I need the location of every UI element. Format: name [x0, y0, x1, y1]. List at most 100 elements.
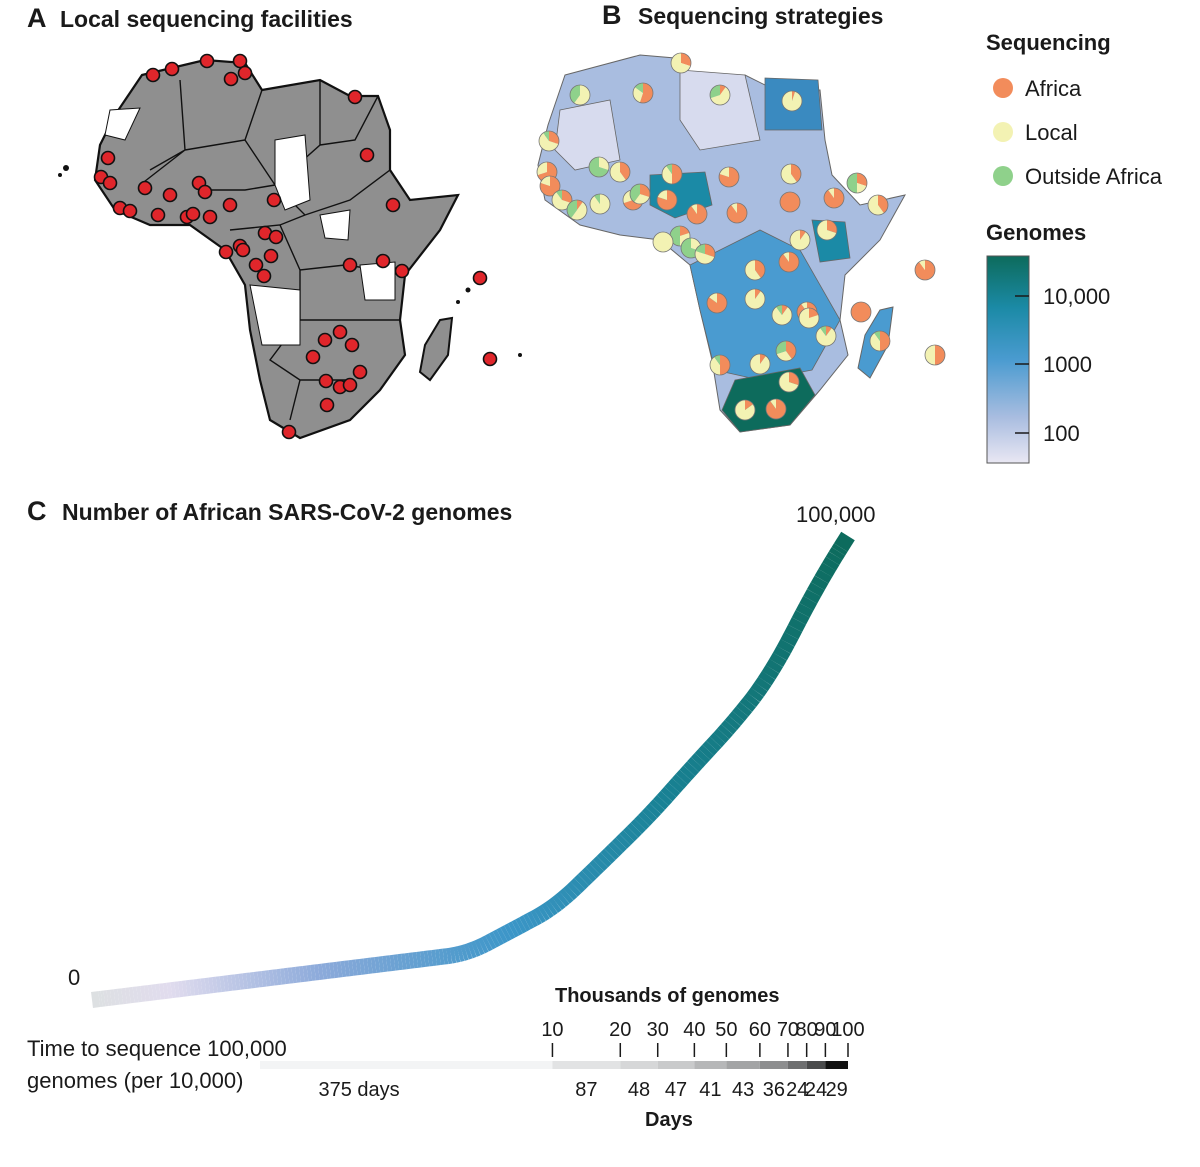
days-title: Days: [645, 1109, 693, 1131]
pie-slice: [639, 83, 653, 104]
curve-segment: [626, 822, 642, 838]
curve-segment: [776, 638, 795, 654]
madagascar: [418, 316, 454, 382]
panel-a-title: Local sequencing facilities: [60, 6, 353, 32]
curve-segment: [664, 782, 681, 798]
curve-segment: [467, 941, 477, 959]
pie-slice: [691, 204, 697, 214]
facility-dot: [472, 270, 488, 286]
pie-slice: [609, 162, 626, 182]
thousands-tick-label: 100: [831, 1019, 864, 1041]
pie-slice: [662, 165, 672, 184]
pie-outline: [632, 82, 654, 104]
pie-slice: [828, 188, 834, 198]
curve-segment: [577, 870, 593, 886]
facility-dot: [102, 175, 118, 191]
pie-slice: [919, 260, 925, 270]
pie-marker: [656, 189, 678, 211]
pie-marker: [539, 175, 561, 197]
days-label: 41: [699, 1079, 721, 1101]
pie-marker: [726, 202, 748, 224]
pie-slice: [571, 201, 587, 220]
pie-slice: [552, 191, 572, 210]
days-label: 47: [665, 1079, 687, 1101]
pie-marker: [798, 307, 820, 329]
pie-slice: [634, 194, 650, 205]
facility-dot: [122, 203, 138, 219]
pie-outline: [709, 84, 731, 106]
pie-marker: [686, 203, 708, 225]
curve-segment: [732, 706, 749, 722]
pie-slice: [776, 305, 782, 315]
pie-outline: [551, 189, 573, 211]
curve-segment: [656, 790, 673, 806]
pie-marker: [709, 84, 731, 106]
curve-segment: [653, 794, 669, 810]
curve-segment: [791, 610, 810, 625]
curve-segment: [728, 710, 745, 726]
pie-marker: [775, 340, 797, 362]
panel-b-title: Sequencing strategies: [638, 3, 883, 29]
thousands-tick-label: 40: [683, 1019, 705, 1041]
pie-slice: [816, 220, 837, 241]
pie-slice: [878, 195, 888, 214]
pie-marker: [867, 194, 889, 216]
facility-dot: [352, 364, 368, 380]
pie-marker: [749, 353, 771, 375]
pie-marker: [652, 231, 674, 253]
pie-slice: [538, 132, 559, 152]
pie-marker: [551, 189, 573, 211]
pie-slice: [869, 332, 880, 351]
pie-slice: [770, 399, 776, 409]
days-label: 87: [575, 1079, 597, 1101]
pie-outline: [694, 243, 716, 265]
facility-dot: [137, 180, 153, 196]
curve-start-label: 0: [68, 965, 80, 990]
timebar-segment: [694, 1061, 727, 1069]
facility-dot: [305, 349, 321, 365]
curve-segment: [446, 947, 453, 965]
pie-marker: [789, 229, 811, 251]
pie-slice: [731, 203, 737, 213]
curve-segment: [481, 935, 493, 952]
facility-dot: [281, 424, 297, 440]
panel-c-title: Number of African SARS-CoV-2 genomes: [62, 499, 512, 525]
curve-segment: [530, 909, 542, 926]
no-facility-country: [249, 284, 301, 346]
no-facility-country: [359, 261, 396, 301]
curve-segment: [608, 841, 624, 857]
pie-slice: [653, 232, 673, 252]
pie-outline: [652, 231, 674, 253]
pie-slice: [880, 331, 890, 351]
facility-dot: [332, 324, 348, 340]
pie-slice: [672, 164, 682, 184]
pie-slice: [734, 400, 756, 420]
pie-outline: [778, 371, 800, 393]
pie-slice: [687, 204, 708, 224]
pie-slice: [705, 244, 716, 258]
pie-slice: [782, 305, 788, 315]
panel-a: A Local sequencing facilities: [27, 3, 522, 440]
curve-segment: [822, 556, 840, 571]
island: [465, 287, 471, 293]
facility-dot: [145, 67, 161, 83]
choropleth-region-light: [679, 69, 761, 151]
facility-dot: [318, 373, 334, 389]
pie-outline: [670, 52, 692, 74]
pie-slice: [727, 203, 747, 224]
facility-dot: [342, 377, 358, 393]
pie-marker: [569, 84, 591, 106]
pie-outline: [538, 130, 560, 152]
curve-segment: [570, 877, 586, 894]
facility-dot: [162, 187, 178, 203]
island: [58, 173, 62, 177]
panel-b: B Sequencing strategies Sequencing Afric…: [536, 0, 1163, 464]
facility-dot: [266, 192, 282, 208]
facility-dot: [317, 332, 333, 348]
curve-segment: [765, 658, 784, 674]
facility-dot: [248, 257, 264, 273]
pie-slice: [671, 53, 691, 73]
pie-slice: [657, 190, 667, 200]
curve-segment: [537, 904, 550, 921]
pie-marker: [924, 344, 946, 366]
